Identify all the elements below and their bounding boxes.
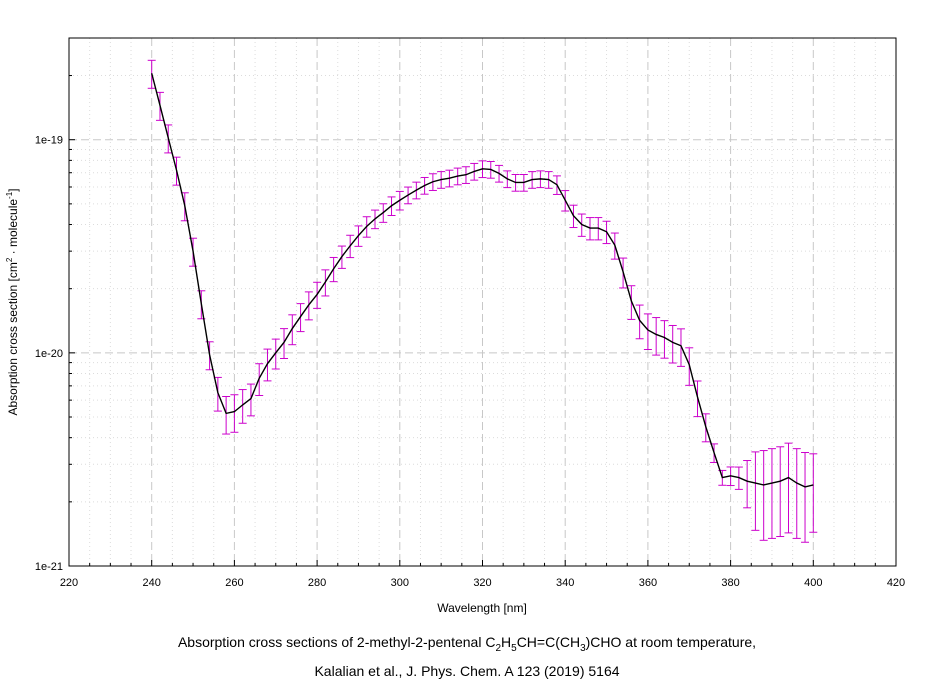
x-tick-label: 300 <box>391 577 409 589</box>
caption-text-c: CH=C(CH <box>516 634 581 650</box>
error-bar <box>643 313 652 351</box>
error-bar <box>668 324 677 364</box>
error-bar <box>271 338 280 370</box>
caption-text-b: H <box>501 634 512 650</box>
x-tick-label: 340 <box>556 577 574 589</box>
y-axis-title-sup2: -1 <box>5 191 14 199</box>
series-line <box>151 73 814 488</box>
caption-line-1: Absorption cross sections of 2-methyl-2-… <box>0 631 934 660</box>
y-tick-label: 1e-20 <box>35 348 63 360</box>
caption: Absorption cross sections of 2-methyl-2-… <box>0 631 934 682</box>
x-tick-label: 280 <box>308 577 326 589</box>
x-axis-title: Wavelength [nm] <box>437 601 527 615</box>
x-tick-label: 320 <box>473 577 491 589</box>
error-bar <box>280 328 289 359</box>
error-bar <box>230 394 239 433</box>
error-bars <box>147 59 818 543</box>
error-bar <box>652 317 661 356</box>
y-axis-title-sup1: 2 <box>5 257 14 262</box>
error-bar <box>246 383 255 417</box>
caption-sub-1: 2 <box>495 642 501 654</box>
caption-line-2: Kalalian et al., J. Phys. Chem. A 123 (2… <box>314 662 620 679</box>
y-tick-label: 1e-21 <box>35 561 63 573</box>
error-bar <box>767 448 776 539</box>
caption-text-a: Absorption cross sections of 2-methyl-2-… <box>177 634 496 650</box>
error-bar <box>635 304 644 340</box>
error-bar <box>743 460 752 509</box>
error-bar <box>809 453 818 533</box>
y-axis: 1e-21 1e-20 1e-19 <box>35 37 75 573</box>
error-bar <box>751 451 760 531</box>
error-bar <box>238 389 247 424</box>
caption-text-d: )CHO at room temperature, <box>585 634 757 650</box>
x-tick-label: 360 <box>639 577 657 589</box>
chart: 220 240 260 280 300 320 340 360 380 400 420 1e-211… <box>5 37 905 615</box>
y-axis-title-end: ] <box>6 188 20 191</box>
x-tick-label: 380 <box>721 577 739 589</box>
x-axis: 220 240 260 280 300 320 340 360 380 400 420 <box>60 560 905 589</box>
caption-sub-3: 3 <box>580 642 586 654</box>
grid <box>69 38 896 566</box>
error-bar <box>759 450 768 541</box>
error-bar <box>792 448 801 539</box>
error-bar <box>801 452 810 543</box>
x-tick-label: 420 <box>887 577 905 589</box>
x-tick-label: 400 <box>804 577 822 589</box>
error-bar <box>660 320 669 359</box>
x-tick-label: 220 <box>60 577 78 589</box>
y-axis-title: Absorption cross section [cm2 · molecule… <box>5 188 20 415</box>
error-bar <box>776 446 785 538</box>
x-tick-label: 260 <box>225 577 243 589</box>
error-bar <box>676 328 685 367</box>
caption-sub-2: 5 <box>511 642 517 654</box>
y-tick-label: 1e-19 <box>35 135 63 147</box>
y-axis-title-mid: · molecule <box>6 199 20 258</box>
y-axis-title-main: Absorption cross section [cm <box>6 262 20 415</box>
error-bar <box>784 442 793 534</box>
x-tick-label: 240 <box>143 577 161 589</box>
error-bar <box>222 396 231 435</box>
